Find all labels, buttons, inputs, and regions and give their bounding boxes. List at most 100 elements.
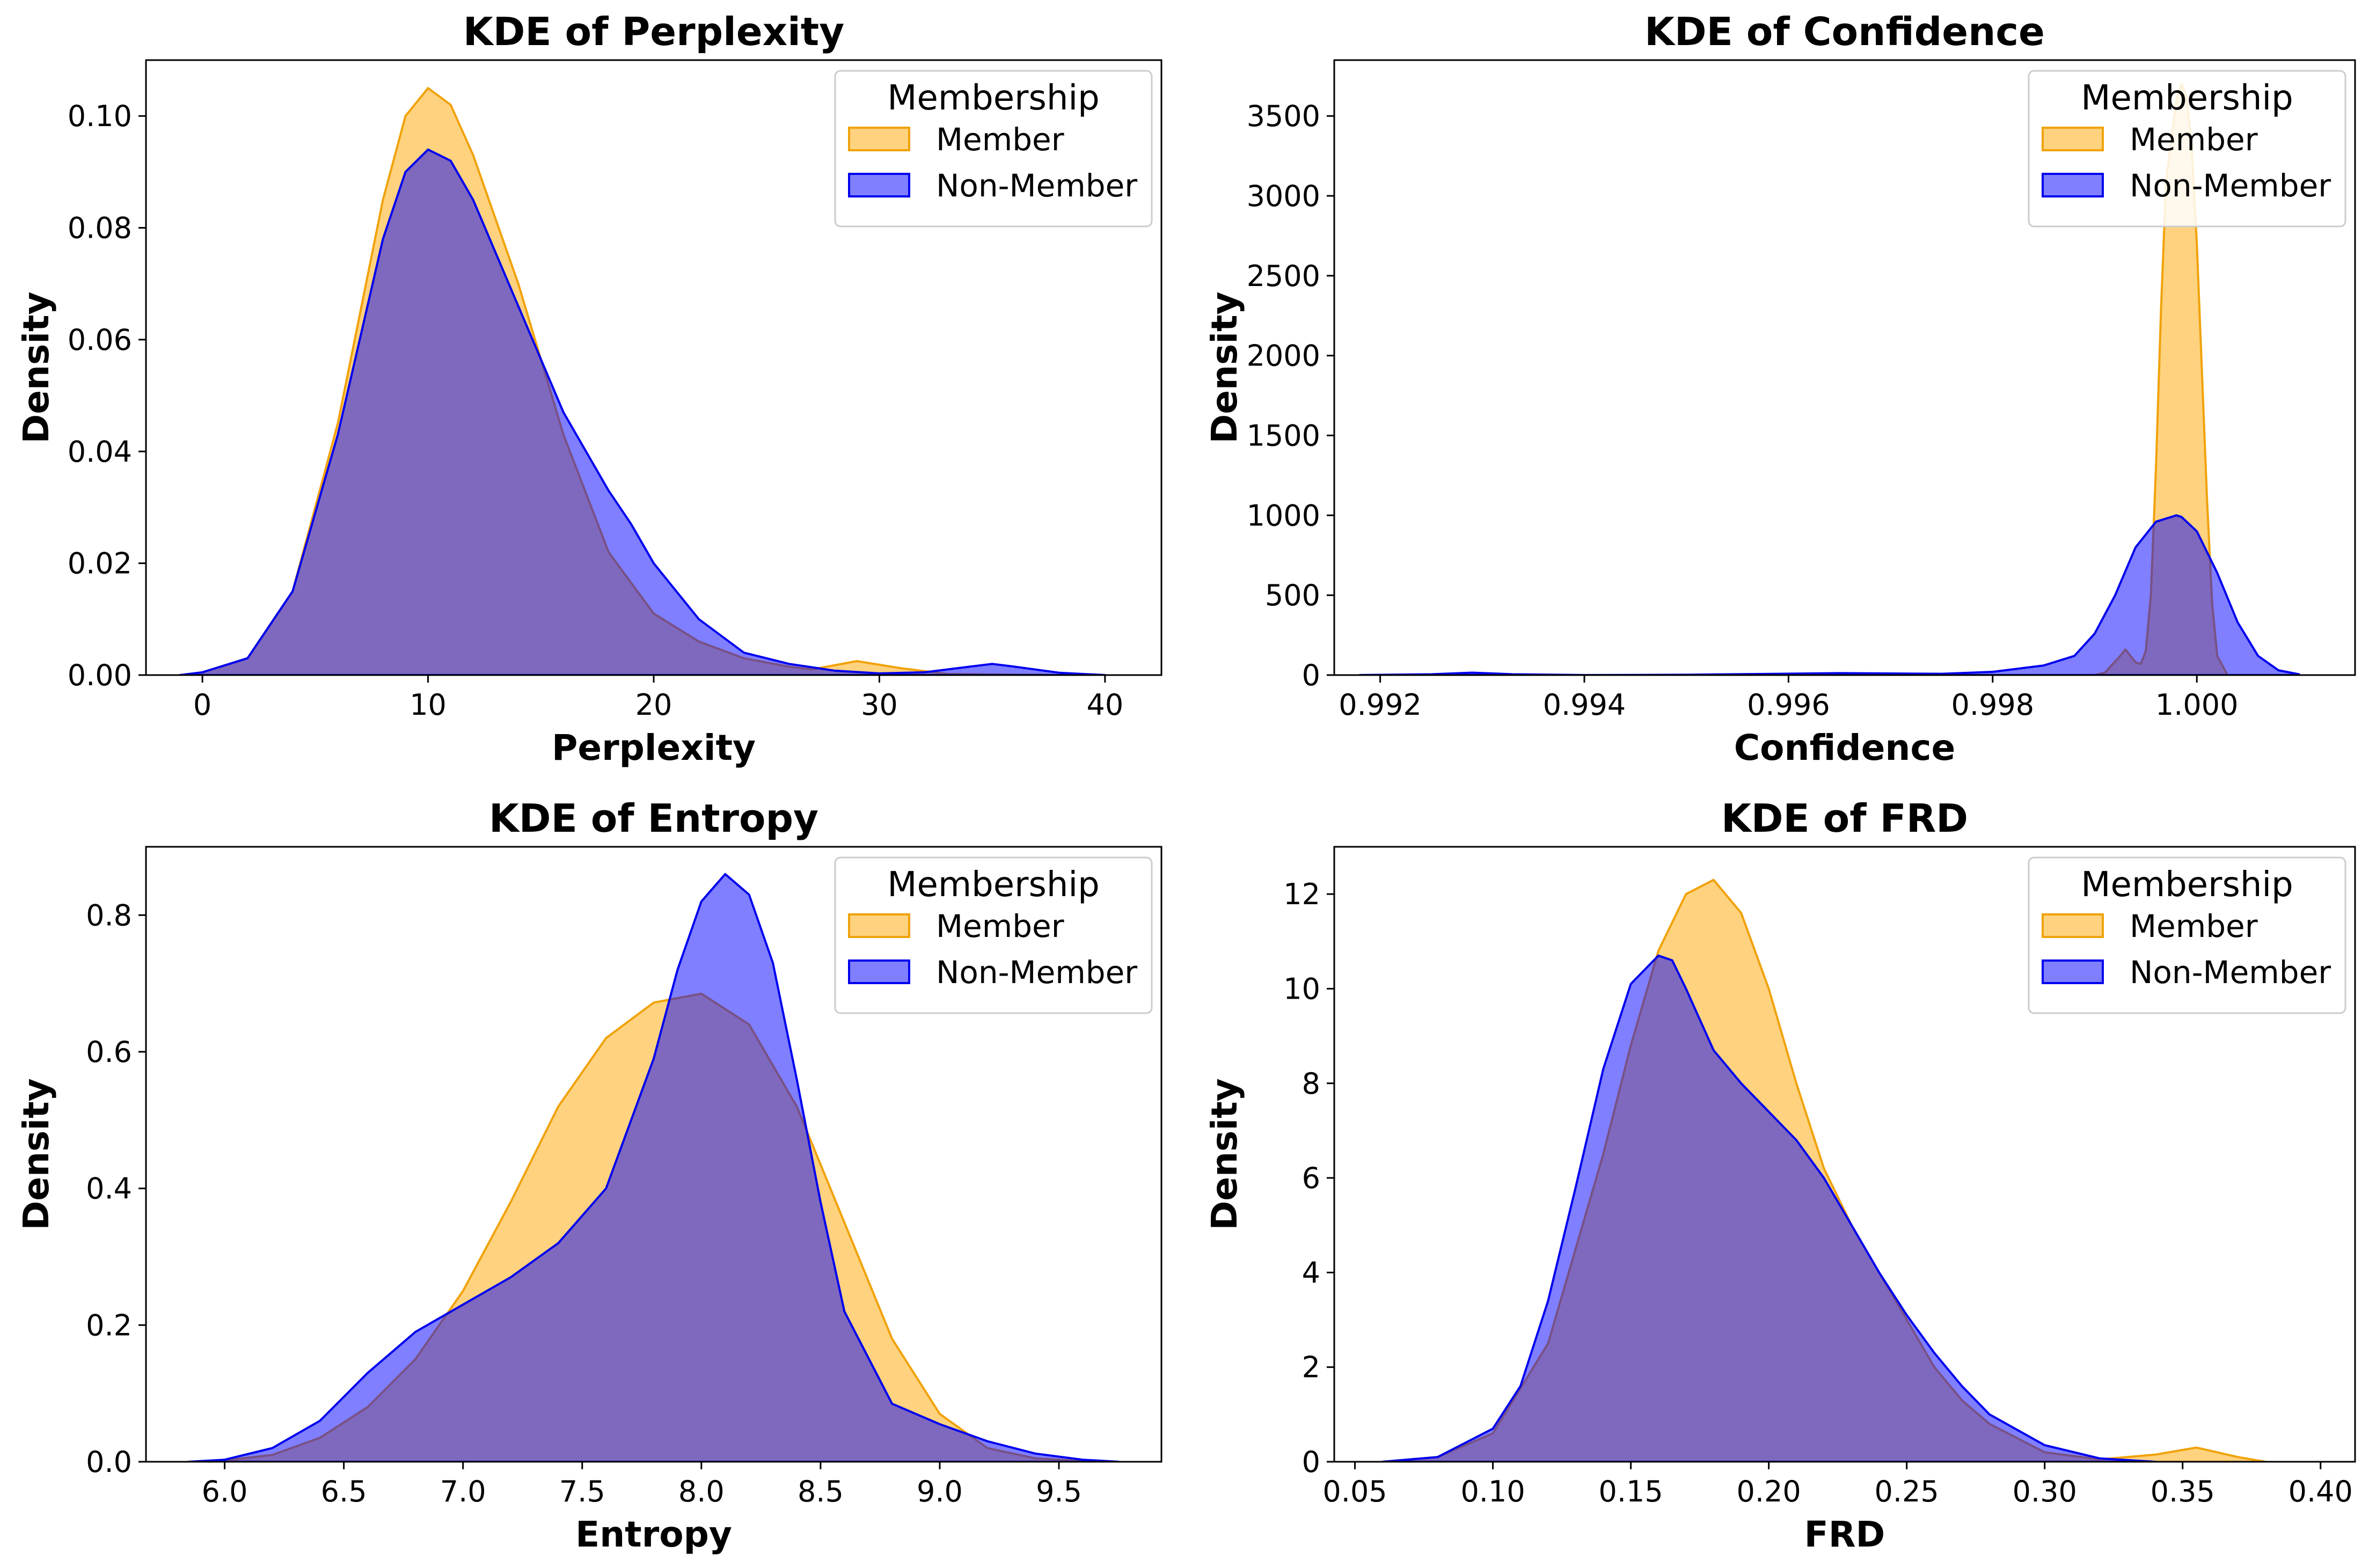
subplot-title: KDE of Perplexity bbox=[463, 9, 844, 54]
subplot-2: 0.992 0.994 0.996 0.998 1.000 0 500 1000 1500 200… bbox=[1204, 9, 2356, 768]
x-tick-label: 0.992 bbox=[1339, 688, 1422, 722]
legend-entry-non-member: Non-Member bbox=[2130, 954, 2331, 991]
legend-entry-non-member: Non-Member bbox=[936, 954, 1137, 991]
legend-entry-member: Member bbox=[936, 908, 1064, 944]
subplot-title: KDE of Confidence bbox=[1644, 9, 2045, 54]
legend-swatch-non-member bbox=[848, 173, 910, 197]
y-tick-label: 8 bbox=[1302, 1067, 1320, 1101]
legend-entry-non-member: Non-Member bbox=[936, 167, 1137, 204]
legend-entry-member: Member bbox=[2130, 908, 2258, 944]
x-tick-label: 0.40 bbox=[2288, 1475, 2353, 1508]
x-tick-label: 0.994 bbox=[1543, 688, 1626, 722]
x-tick-label: 0.30 bbox=[2013, 1475, 2077, 1508]
y-tick-label: 0.6 bbox=[86, 1035, 132, 1069]
x-tick-label: 0.25 bbox=[1875, 1475, 1939, 1508]
y-tick-label: 10 bbox=[1283, 972, 1320, 1006]
legend-title: Membership bbox=[2081, 865, 2293, 905]
legend-swatch-non-member bbox=[2042, 959, 2104, 984]
y-tick-label: 6 bbox=[1302, 1161, 1320, 1195]
y-tick-label: 1000 bbox=[1247, 499, 1320, 532]
kde-area-non-member bbox=[1381, 954, 2156, 1462]
y-tick-label: 0.06 bbox=[68, 323, 132, 357]
legend-title: Membership bbox=[887, 865, 1100, 905]
x-tick-label: 0.35 bbox=[2151, 1475, 2215, 1508]
x-tick-label: 0.998 bbox=[1951, 688, 2034, 722]
x-tick-label: 40 bbox=[1087, 688, 1124, 722]
y-tick-label: 500 bbox=[1265, 578, 1320, 612]
legend-title: Membership bbox=[2081, 78, 2293, 118]
x-axis-label: Confidence bbox=[1734, 727, 1956, 768]
y-tick-label: 0 bbox=[1302, 658, 1320, 692]
legend-swatch-non-member bbox=[2042, 173, 2104, 197]
y-tick-label: 2500 bbox=[1247, 259, 1320, 293]
kde-area-non-member bbox=[187, 873, 1120, 1462]
y-tick-label: 12 bbox=[1283, 877, 1320, 911]
x-tick-label: 0.10 bbox=[1460, 1475, 1525, 1508]
legend-box bbox=[834, 70, 1153, 228]
legend-entry-non-member: Non-Member bbox=[2130, 167, 2331, 204]
y-tick-label: 0.02 bbox=[68, 547, 132, 581]
y-tick-label: 0.10 bbox=[68, 99, 132, 133]
x-tick-label: 0.05 bbox=[1322, 1475, 1387, 1508]
x-tick-label: 8.0 bbox=[678, 1475, 725, 1508]
legend-box bbox=[2028, 856, 2346, 1014]
y-tick-label: 0 bbox=[1302, 1445, 1320, 1479]
x-tick-label: 8.5 bbox=[798, 1475, 844, 1508]
subplot-title: KDE of FRD bbox=[1721, 796, 1968, 841]
y-axis-label: Density bbox=[1204, 291, 1245, 443]
y-tick-label: 0.8 bbox=[86, 898, 132, 932]
legend-swatch-member bbox=[848, 127, 910, 151]
y-tick-label: 3500 bbox=[1247, 99, 1320, 133]
x-axis-label: Entropy bbox=[575, 1514, 732, 1555]
y-axis-label: Density bbox=[16, 291, 57, 443]
x-tick-label: 0.20 bbox=[1737, 1475, 1801, 1508]
y-tick-label: 2 bbox=[1302, 1351, 1320, 1384]
y-axis-label: Density bbox=[16, 1078, 57, 1230]
kde-area-non-member bbox=[1358, 514, 2300, 675]
x-tick-label: 20 bbox=[635, 688, 672, 722]
x-tick-label: 0.15 bbox=[1598, 1475, 1663, 1508]
y-tick-label: 0.08 bbox=[68, 211, 132, 245]
axes-frame bbox=[145, 846, 1162, 1463]
x-tick-label: 30 bbox=[861, 688, 898, 722]
legend-entry-member: Member bbox=[936, 121, 1064, 158]
axes-frame bbox=[1333, 846, 2356, 1463]
legend-swatch-member bbox=[2042, 127, 2104, 151]
legend-swatch-member bbox=[848, 913, 910, 938]
x-tick-label: 0 bbox=[193, 688, 211, 722]
legend-swatch-member bbox=[2042, 913, 2104, 938]
x-tick-label: 7.0 bbox=[440, 1475, 486, 1508]
y-tick-label: 1500 bbox=[1247, 419, 1320, 453]
x-tick-label: 6.0 bbox=[202, 1475, 248, 1508]
legend-entry-member: Member bbox=[2130, 121, 2258, 158]
y-tick-label: 3000 bbox=[1247, 179, 1320, 213]
subplot-4: 0.05 0.10 0.15 0.20 0.25 0.30 0.35 0.40 0 2 4 6 8 10 1… bbox=[1204, 796, 2356, 1555]
legend-swatch-non-member bbox=[848, 959, 910, 984]
x-tick-label: 6.5 bbox=[321, 1475, 367, 1508]
subplot-1: 0 10 20 30 40 0.00 0.02 0.04 0.06 0.08 0.10 KDE of … bbox=[16, 9, 1162, 768]
kde-area-non-member bbox=[179, 148, 1106, 675]
y-tick-label: 0.0 bbox=[86, 1445, 132, 1479]
x-tick-label: 0.996 bbox=[1747, 688, 1830, 722]
x-tick-label: 1.000 bbox=[2155, 688, 2239, 722]
x-tick-label: 9.0 bbox=[917, 1475, 963, 1508]
x-tick-label: 9.5 bbox=[1036, 1475, 1082, 1508]
legend-box bbox=[2028, 70, 2346, 228]
x-axis-label: FRD bbox=[1804, 1514, 1885, 1555]
y-tick-label: 4 bbox=[1302, 1256, 1320, 1289]
x-tick-label: 7.5 bbox=[559, 1475, 605, 1508]
subplot-3: 6.0 6.5 7.0 7.5 8.0 8.5 9.0 9.5 0.0 0.2 0.4 0.6 0.8 K… bbox=[16, 796, 1162, 1555]
y-tick-label: 0.2 bbox=[86, 1308, 132, 1342]
y-tick-label: 2000 bbox=[1247, 339, 1320, 373]
y-axis-label: Density bbox=[1204, 1078, 1245, 1230]
legend-title: Membership bbox=[887, 78, 1100, 118]
axes-frame bbox=[1333, 59, 2356, 676]
y-tick-label: 0.00 bbox=[68, 658, 132, 692]
y-tick-label: 0.04 bbox=[68, 435, 132, 468]
legend-box bbox=[834, 856, 1153, 1014]
